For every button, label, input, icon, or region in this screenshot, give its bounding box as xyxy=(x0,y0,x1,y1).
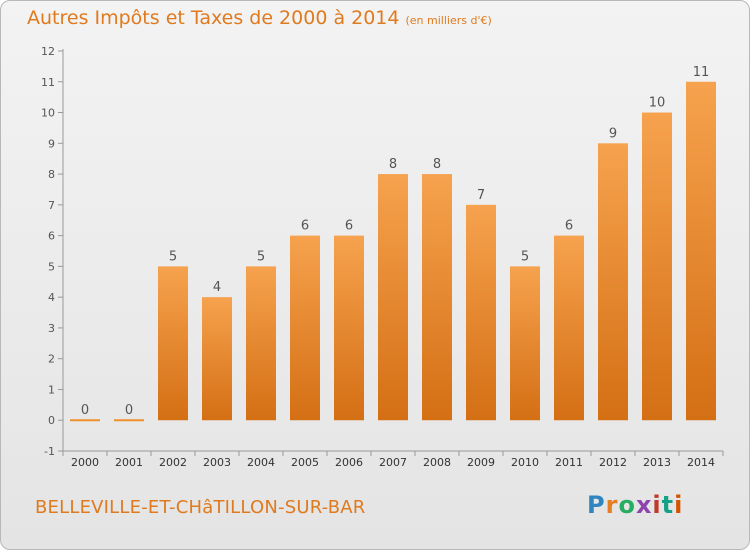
bar xyxy=(598,143,628,421)
y-tick-label: 4 xyxy=(48,291,55,304)
bar xyxy=(246,266,276,421)
y-tick-label: 9 xyxy=(48,137,55,150)
y-tick-label: 8 xyxy=(48,168,55,181)
x-tick-label: 2000 xyxy=(71,456,99,469)
bar xyxy=(378,174,408,421)
y-tick-label: 1 xyxy=(48,383,55,396)
data-label: 7 xyxy=(477,188,485,203)
y-tick-label: 3 xyxy=(48,322,55,335)
data-label: 11 xyxy=(693,65,710,80)
bar xyxy=(642,112,672,421)
data-label: 8 xyxy=(433,157,441,172)
data-label: 9 xyxy=(609,126,617,141)
proxiti-logo[interactable]: Proxiti xyxy=(587,491,683,519)
x-tick-label: 2011 xyxy=(555,456,583,469)
bar xyxy=(554,235,584,421)
y-tick-label: 6 xyxy=(48,230,55,243)
x-tick-label: 2008 xyxy=(423,456,451,469)
brand-letter: i xyxy=(674,491,684,519)
bar xyxy=(686,81,716,421)
data-label: 6 xyxy=(301,219,309,234)
y-tick-label: 0 xyxy=(48,414,55,427)
brand-letter: i xyxy=(652,491,662,519)
x-tick-label: 2014 xyxy=(687,456,715,469)
bar xyxy=(290,235,320,421)
brand-letter: x xyxy=(635,491,653,519)
x-tick-label: 2005 xyxy=(291,456,319,469)
x-tick-label: 2009 xyxy=(467,456,495,469)
data-label: 4 xyxy=(213,280,221,295)
brand-letter: P xyxy=(587,491,606,519)
x-tick-label: 2012 xyxy=(599,456,627,469)
brand-letter: r xyxy=(605,491,619,519)
x-tick-label: 2004 xyxy=(247,456,275,469)
x-tick-label: 2007 xyxy=(379,456,407,469)
bar xyxy=(202,297,232,421)
chart-title: Autres Impôts et Taxes de 2000 à 2014 (en… xyxy=(27,7,492,29)
y-tick-label: 2 xyxy=(48,353,55,366)
bar xyxy=(158,266,188,421)
data-label: 6 xyxy=(345,219,353,234)
bar xyxy=(510,266,540,421)
bar xyxy=(422,174,452,421)
bar xyxy=(334,235,364,421)
data-label: 5 xyxy=(521,249,529,264)
y-tick-label: 10 xyxy=(41,107,55,120)
x-tick-label: 2001 xyxy=(115,456,143,469)
title-unit: (en milliers d'€) xyxy=(405,14,492,27)
x-tick-label: 2006 xyxy=(335,456,363,469)
y-tick-label: 7 xyxy=(48,199,55,212)
data-label: 5 xyxy=(169,249,177,264)
data-label: 0 xyxy=(125,403,133,418)
y-tick-label: 12 xyxy=(41,45,55,58)
bar xyxy=(466,204,496,421)
x-tick-label: 2010 xyxy=(511,456,539,469)
x-tick-label: 2002 xyxy=(159,456,187,469)
y-tick-label: -1 xyxy=(44,445,55,458)
y-tick-label: 5 xyxy=(48,260,55,273)
brand-letter: t xyxy=(661,491,675,519)
data-label: 5 xyxy=(257,249,265,264)
commune-name: BELLEVILLE-ET-CHâTILLON-SUR-BAR xyxy=(35,497,366,518)
data-label: 8 xyxy=(389,157,397,172)
title-main: Autres Impôts et Taxes de 2000 à 2014 xyxy=(27,7,400,29)
data-label: 0 xyxy=(81,403,89,418)
x-tick-label: 2013 xyxy=(643,456,671,469)
y-tick-label: 11 xyxy=(41,76,55,89)
x-tick-label: 2003 xyxy=(203,456,231,469)
data-label: 6 xyxy=(565,219,573,234)
brand-letter: o xyxy=(618,491,636,519)
data-label: 10 xyxy=(649,96,666,111)
